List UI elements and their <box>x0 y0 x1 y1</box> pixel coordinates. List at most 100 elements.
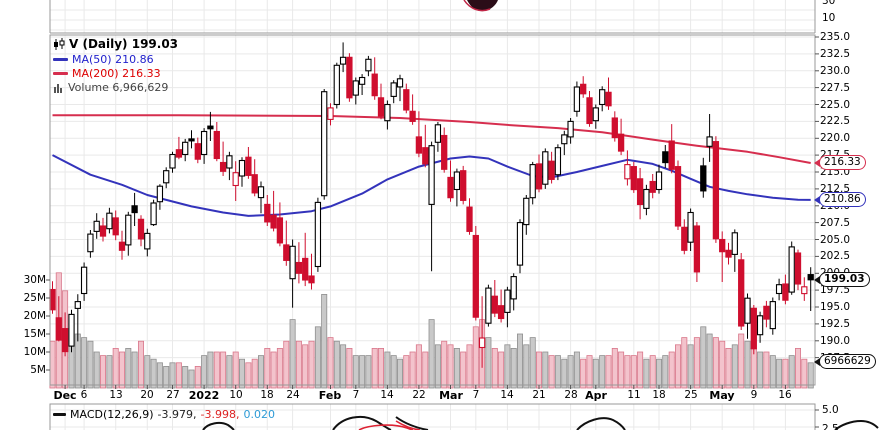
pane-borders <box>49 0 816 430</box>
candle <box>573 86 581 112</box>
volume-bar <box>498 351 505 389</box>
volume-bar <box>700 326 707 389</box>
candle <box>782 283 789 301</box>
date-axis-label: Dec <box>53 389 77 402</box>
candle <box>592 107 599 122</box>
upper-indicator-fragment <box>467 0 498 12</box>
date-axis-label: 22 <box>412 389 426 401</box>
candle <box>649 180 656 193</box>
candle <box>744 297 751 324</box>
volume-bar <box>409 351 416 389</box>
candle <box>668 140 675 170</box>
ma200-price-tag: 216.33 <box>819 155 866 170</box>
volume-bar <box>630 355 637 389</box>
candle <box>251 174 258 194</box>
volume-bar <box>769 355 776 389</box>
macd-legend-label: MACD(12,26,9) <box>70 408 154 421</box>
legend-symbol-row: V (Daily) 199.03 <box>53 36 178 52</box>
date-axis-label: 25 <box>684 389 698 401</box>
volume-bar <box>776 358 783 389</box>
volume-axis-label: 25M <box>23 292 46 304</box>
date-axis-label: May <box>709 389 735 402</box>
candle <box>308 275 315 284</box>
candle <box>156 185 164 203</box>
date-axis-label: 13 <box>109 389 123 401</box>
volume-tag: 6966629 <box>819 354 876 369</box>
candle <box>112 217 119 236</box>
volume-bar <box>87 340 94 389</box>
volume-bar <box>365 355 372 389</box>
candle <box>750 307 757 350</box>
candle <box>700 165 707 192</box>
candle <box>245 156 252 176</box>
volume-bar <box>81 337 88 389</box>
candle <box>643 188 650 209</box>
legend-ma50-row: MA(50) 210.86 <box>53 52 178 66</box>
candle <box>599 89 606 106</box>
volume-bar <box>384 351 391 389</box>
candle <box>68 313 75 347</box>
candle <box>327 107 334 120</box>
volume-bar <box>201 355 208 389</box>
volume-bar <box>403 355 410 389</box>
volume-bar <box>649 355 656 389</box>
volume-bar <box>390 355 397 389</box>
volume-bar <box>169 362 176 389</box>
volume-bar <box>93 351 100 389</box>
macd-line-icon <box>53 413 66 416</box>
date-axis-label: 7 <box>352 389 360 401</box>
candle <box>807 274 814 281</box>
volume-bars-icon <box>53 82 64 93</box>
volume-bar <box>74 333 81 389</box>
candle <box>674 166 682 227</box>
candle <box>125 214 132 246</box>
candle <box>415 136 423 154</box>
candle <box>358 76 366 85</box>
date-axis-label: Mar <box>439 389 463 402</box>
candle <box>238 159 246 177</box>
volume-bar <box>731 344 738 389</box>
candle <box>270 214 277 229</box>
candle <box>542 151 549 185</box>
candle <box>314 201 322 268</box>
candle <box>232 172 239 187</box>
candle <box>510 276 517 300</box>
candle <box>61 328 69 353</box>
candle <box>137 218 145 240</box>
volume-bar <box>131 351 138 389</box>
candle <box>769 301 776 330</box>
volume-bar <box>624 355 631 389</box>
volume-bar <box>586 355 593 389</box>
candle <box>352 80 359 96</box>
candle <box>188 138 195 142</box>
volume-axis-label: 30M <box>23 274 46 286</box>
volume-bar <box>270 351 277 389</box>
macd-axis-label: 5.0 <box>822 404 839 416</box>
volume-bar <box>100 355 107 389</box>
volume-bar <box>352 355 359 389</box>
candle <box>611 117 618 139</box>
macd-line-fragment <box>202 421 235 430</box>
candle <box>624 164 631 180</box>
price-axis-label: 232.5 <box>820 48 851 60</box>
candle <box>794 252 802 285</box>
candle <box>662 151 669 164</box>
macd-legend: MACD(12,26,9) -3.979, -3.998, 0.020 <box>53 408 275 421</box>
candlesticks <box>49 42 814 368</box>
upper-pane-axis-label: 10 <box>822 12 836 24</box>
candle <box>763 305 770 320</box>
macd-histogram-value: 0.020 <box>243 408 275 421</box>
candle <box>289 245 296 280</box>
volume-bar <box>327 337 334 389</box>
candle <box>118 241 126 251</box>
candle <box>163 170 170 184</box>
volume-bar <box>561 358 568 389</box>
candle <box>371 73 378 97</box>
volume-bar <box>738 333 745 389</box>
volume-bar <box>441 340 448 389</box>
volume-bar <box>675 344 682 389</box>
volume-bar <box>213 351 220 389</box>
volume-bar <box>523 344 530 389</box>
volume-bar <box>359 355 366 389</box>
